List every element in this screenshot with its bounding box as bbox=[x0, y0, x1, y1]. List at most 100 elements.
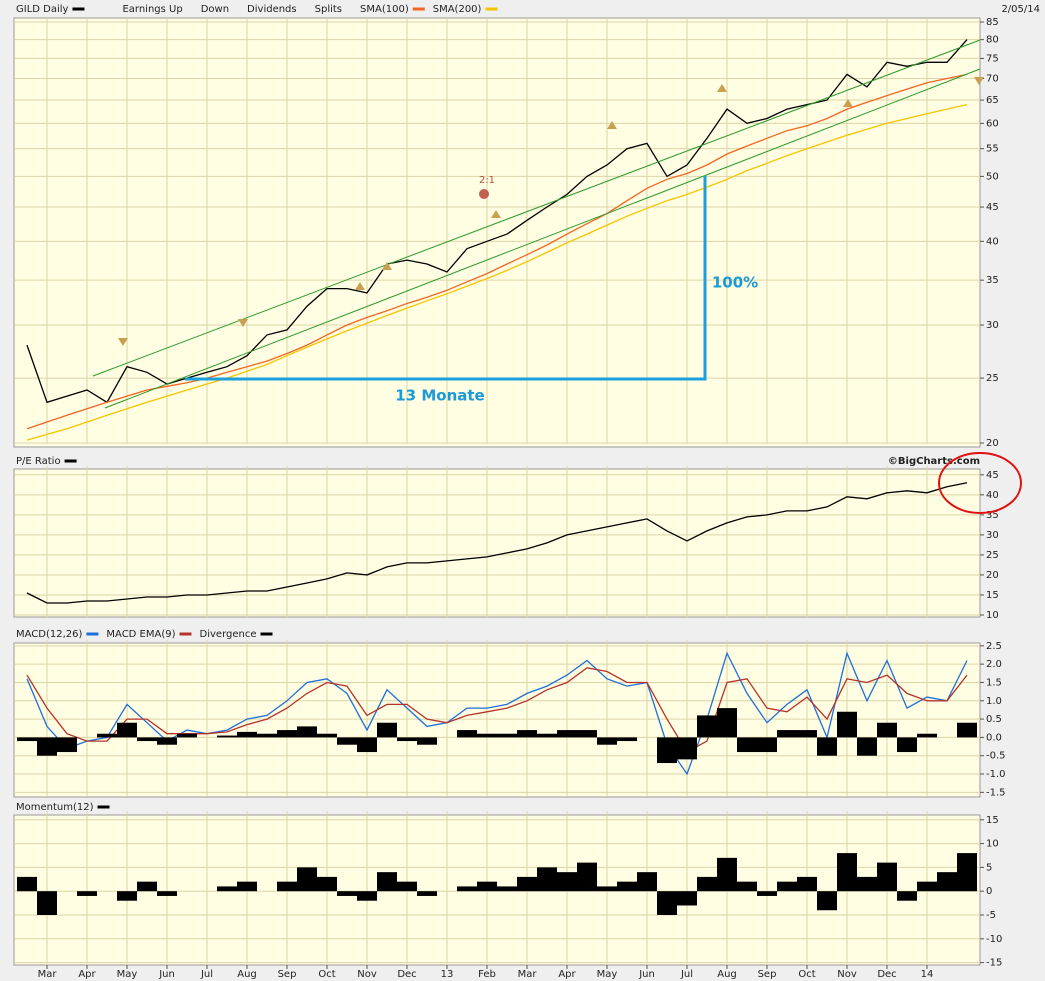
y-tick-label: 30 bbox=[986, 320, 999, 331]
x-tick-label: Dec bbox=[877, 969, 896, 980]
x-tick-label: Jul bbox=[680, 969, 693, 980]
source-label: ©BigCharts.com bbox=[888, 456, 980, 467]
split-marker bbox=[479, 189, 489, 199]
y-tick-label: 45 bbox=[986, 202, 999, 213]
bar bbox=[757, 891, 777, 896]
earnings-marker bbox=[843, 99, 853, 107]
y-tick-label: 65 bbox=[986, 95, 999, 106]
y-tick-label: 1.0 bbox=[986, 696, 1002, 707]
bar bbox=[257, 733, 277, 738]
measure-bracket bbox=[185, 176, 707, 381]
bar bbox=[457, 886, 477, 892]
bar bbox=[677, 737, 697, 760]
bar bbox=[857, 876, 877, 892]
y-tick-label: 55 bbox=[986, 144, 999, 155]
bar bbox=[17, 876, 37, 892]
bar bbox=[337, 737, 357, 745]
bar bbox=[837, 711, 857, 738]
x-tick-label: Mar bbox=[518, 969, 538, 980]
y-tick-label: 25 bbox=[986, 550, 999, 561]
y-tick-label: 20 bbox=[986, 570, 999, 581]
x-tick-label: Dec bbox=[397, 969, 416, 980]
bar bbox=[877, 722, 897, 738]
bar bbox=[517, 730, 537, 738]
x-tick-label: Jun bbox=[158, 969, 175, 980]
x-tick-label: Apr bbox=[558, 969, 576, 980]
bar bbox=[697, 715, 717, 738]
event-legend-entry: Splits bbox=[315, 4, 342, 15]
overlay bbox=[92, 39, 1022, 514]
bar bbox=[237, 731, 257, 738]
bar bbox=[957, 722, 977, 738]
y-tick-label: 40 bbox=[986, 236, 999, 247]
event-legend-entry: Earnings Up bbox=[122, 4, 182, 15]
bar bbox=[657, 891, 677, 915]
earnings-marker bbox=[717, 84, 727, 92]
bar bbox=[477, 881, 497, 892]
x-tick-label: Mar bbox=[38, 969, 58, 980]
legend-entry: MACD(12,26) bbox=[16, 629, 83, 640]
bar bbox=[317, 733, 337, 738]
bar bbox=[717, 857, 737, 892]
bar bbox=[377, 872, 397, 892]
x-tick-label: Oct bbox=[318, 969, 335, 980]
legend-entry: P/E Ratio bbox=[16, 456, 61, 467]
bar bbox=[537, 733, 557, 738]
series-line bbox=[26, 73, 968, 430]
x-tick-label: Oct bbox=[798, 969, 815, 980]
bar bbox=[357, 891, 377, 901]
x-tick-label: Sep bbox=[278, 969, 297, 980]
series-line bbox=[26, 651, 968, 776]
bar bbox=[217, 886, 237, 892]
bar bbox=[577, 862, 597, 892]
y-tick-label: 10 bbox=[986, 610, 999, 621]
y-tick-label: 0 bbox=[986, 886, 992, 897]
bar bbox=[897, 891, 917, 901]
legend-entry: GILD Daily bbox=[16, 4, 69, 15]
bar bbox=[417, 891, 437, 896]
bar bbox=[857, 737, 877, 756]
y-tick-label: 40 bbox=[986, 490, 999, 501]
annotation: 100% bbox=[712, 274, 758, 292]
y-tick-label: 50 bbox=[986, 171, 999, 182]
legend-entry: SMA(200) bbox=[433, 4, 482, 15]
y-tick-label: -1.5 bbox=[986, 787, 1006, 798]
bar bbox=[297, 726, 317, 738]
y-tick-label: 5 bbox=[986, 862, 992, 873]
earnings-marker bbox=[382, 262, 392, 270]
x-tick-label: Aug bbox=[237, 969, 257, 980]
y-tick-label: 60 bbox=[986, 118, 999, 129]
earnings-marker bbox=[355, 282, 365, 290]
x-tick-label: Aug bbox=[717, 969, 737, 980]
event-legend-entry: Down bbox=[201, 4, 229, 15]
bar bbox=[397, 737, 417, 742]
series-line bbox=[26, 667, 968, 753]
earnings-marker bbox=[974, 77, 984, 85]
bar bbox=[37, 737, 57, 756]
panel-bg bbox=[13, 17, 981, 448]
bar bbox=[557, 872, 577, 892]
y-tick-label: -15 bbox=[986, 958, 1002, 969]
y-tick-label: 15 bbox=[986, 590, 999, 601]
bar bbox=[597, 886, 617, 892]
x-tick-label: Jul bbox=[200, 969, 213, 980]
x-tick-label: Jun bbox=[638, 969, 655, 980]
x-tick-label: May bbox=[117, 969, 138, 980]
bar bbox=[657, 737, 677, 764]
bar bbox=[817, 891, 837, 911]
y-tick-label: -10 bbox=[986, 934, 1002, 945]
bar bbox=[277, 881, 297, 892]
legend-entry: SMA(100) bbox=[360, 4, 409, 15]
bar bbox=[677, 891, 697, 906]
bar bbox=[157, 891, 177, 896]
x-tick-label: May bbox=[597, 969, 618, 980]
bar bbox=[577, 730, 597, 738]
bar bbox=[37, 891, 57, 915]
y-tick-label: 85 bbox=[986, 17, 999, 28]
bar bbox=[737, 881, 757, 892]
bar bbox=[757, 737, 777, 753]
y-tick-label: 20 bbox=[986, 438, 999, 449]
x-tick-label: Nov bbox=[837, 969, 857, 980]
